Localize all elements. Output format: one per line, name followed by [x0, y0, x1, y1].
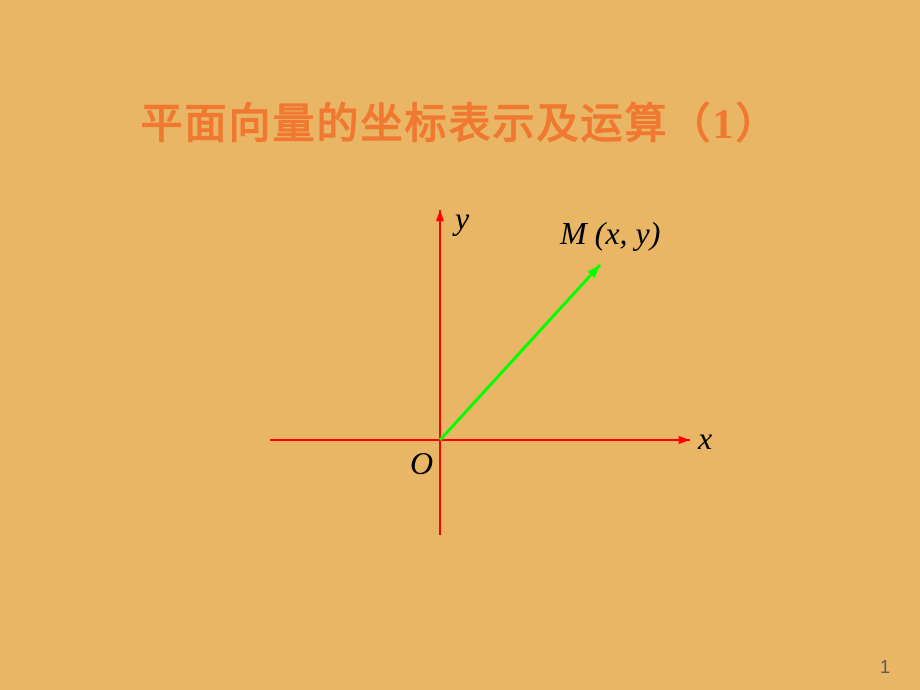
y-axis-label: y: [455, 200, 469, 237]
origin-label: O: [410, 445, 433, 482]
point-m-label: M (x, y): [560, 215, 660, 252]
slide: 平面向量的坐标表示及运算（1） y x O M (x, y) 1: [0, 0, 920, 690]
coordinate-diagram: y x O M (x, y): [260, 200, 740, 540]
page-number: 1: [880, 657, 890, 678]
axes-svg: [260, 200, 740, 540]
slide-title: 平面向量的坐标表示及运算（1）: [0, 90, 920, 151]
x-axis-label: x: [698, 420, 712, 457]
